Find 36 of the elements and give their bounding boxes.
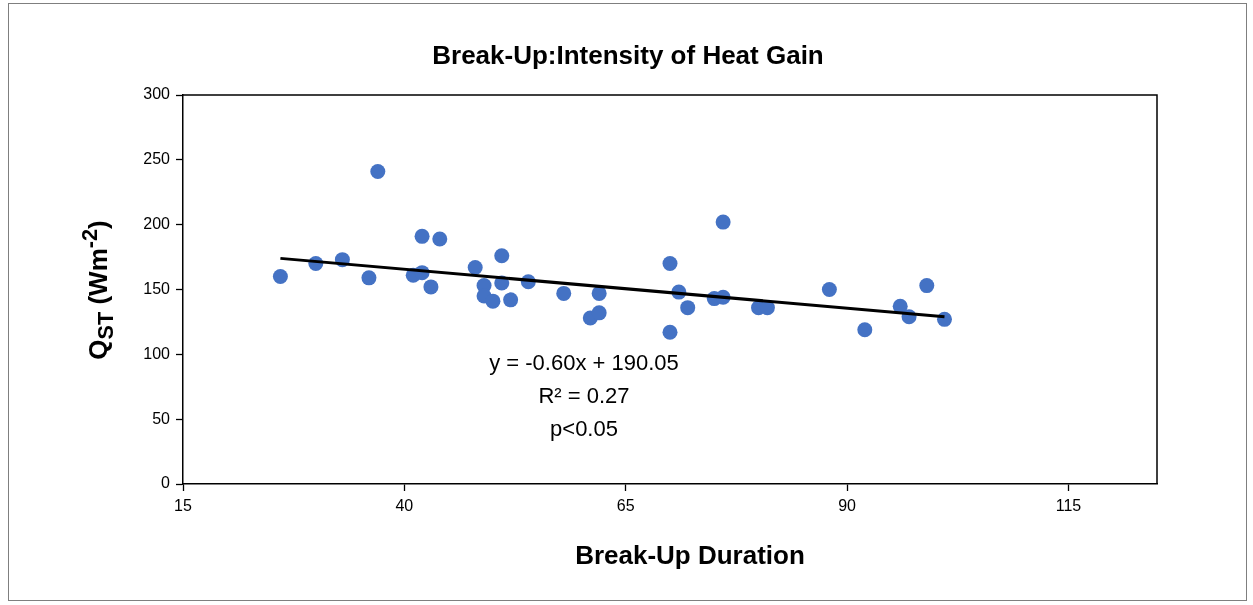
x-tick-label: 40 [395,497,414,515]
point [485,293,501,309]
annotation: y = -0.60x + 190.05 [489,350,679,376]
point [272,269,288,285]
point [680,300,696,316]
x-tick-label: 90 [838,497,857,515]
y-tick-label: 250 [143,150,171,168]
point [591,305,607,321]
point [414,228,430,244]
point [662,324,678,340]
annotation: p<0.05 [550,416,618,442]
y-tick-label: 300 [143,85,171,103]
point [467,259,483,275]
y-tick-label: 0 [161,474,171,492]
x-axis-title: Break-Up Duration [575,540,805,571]
point [662,256,678,272]
point [857,322,873,338]
point [821,282,837,297]
point [556,285,572,301]
point [370,164,386,179]
point [715,214,731,230]
point [423,279,439,295]
x-tick-label: 15 [174,497,192,515]
chart-title: Break-Up:Intensity of Heat Gain [432,40,824,71]
y-tick-label: 150 [143,279,171,297]
x-tick-label: 65 [616,497,635,515]
point [494,248,510,264]
point [919,278,935,294]
y-tick-label: 100 [143,344,171,362]
annotation: R² = 0.27 [538,383,630,409]
x-tick-label: 115 [1055,497,1082,515]
y-tick-label: 200 [143,215,171,233]
point [503,292,519,308]
point [432,231,448,247]
y-tick-label: 50 [152,409,171,427]
point [361,270,377,286]
